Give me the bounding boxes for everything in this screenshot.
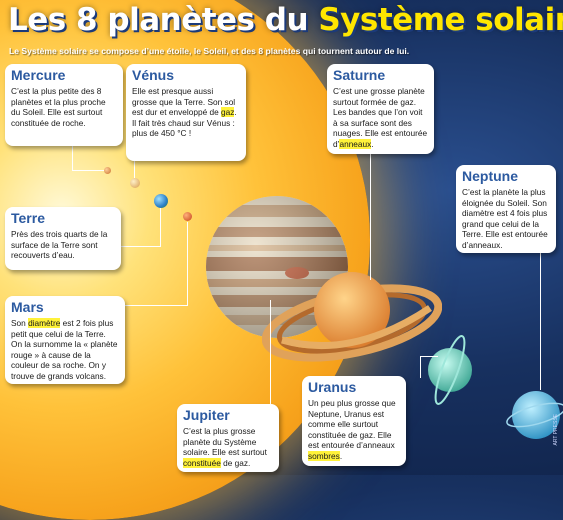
venus-connector	[134, 160, 135, 178]
uranus-text: Un peu plus grosse que Neptune, Uranus e…	[308, 398, 396, 461]
terre-card: Terre Près des trois quarts de la surfac…	[5, 207, 121, 270]
uranus-planet	[428, 335, 472, 405]
mars-text: Son diamètre est 2 fois plus petit que c…	[11, 318, 118, 381]
venus-planet	[130, 178, 140, 188]
saturne-connector	[370, 152, 371, 280]
saturne-name: Saturne	[333, 67, 386, 83]
mercure-connector	[72, 144, 73, 170]
venus-text: Elle est presque aussi grosse que la Ter…	[132, 86, 237, 139]
mars-name: Mars	[11, 299, 44, 315]
uranus-connector	[420, 356, 421, 378]
mercure-text: C’est la plus petite des 8 planètes et l…	[11, 86, 106, 128]
neptune-planet	[506, 391, 563, 439]
venus-name: Vénus	[132, 67, 175, 83]
jupiter-card: Jupiter C’est la plus grosse planète du …	[177, 404, 279, 472]
mars-connector-h	[124, 305, 188, 306]
page-title: Les 8 planètes du Système solaire	[8, 2, 563, 38]
neptune-connector	[540, 250, 541, 390]
neptune-name: Neptune	[462, 168, 518, 184]
mercury-planet	[104, 167, 111, 174]
mercure-card: Mercure C’est la plus petite des 8 planè…	[5, 64, 123, 146]
mars-card: Mars Son diamètre est 2 fois plus petit …	[5, 296, 125, 384]
uranus-card: Uranus Un peu plus grosse que Neptune, U…	[302, 376, 406, 466]
saturne-card: Saturne C’est une grosse planète surtout…	[327, 64, 434, 154]
terre-connector-h	[120, 246, 161, 247]
neptune-card: Neptune C’est la planète la plus éloigné…	[456, 165, 556, 253]
jupiter-connector	[270, 300, 271, 406]
credit-label: ART PRESSE	[553, 413, 559, 446]
venus-card: Vénus Elle est presque aussi grosse que …	[126, 64, 246, 161]
mars-connector	[187, 222, 188, 305]
uranus-connector-h	[420, 356, 438, 357]
mars-planet	[183, 212, 192, 221]
saturne-text: C’est une grosse planète surtout formée …	[333, 86, 428, 149]
terre-name: Terre	[11, 210, 45, 226]
page-subtitle: Le Système solaire se compose d’une étoi…	[9, 46, 410, 56]
saturn-planet	[262, 272, 442, 362]
mercure-name: Mercure	[11, 67, 66, 83]
mercure-connector-h	[72, 170, 104, 171]
terre-connector	[160, 208, 161, 246]
jupiter-name: Jupiter	[183, 407, 230, 423]
terre-text: Près des trois quarts de la surface de l…	[11, 229, 108, 261]
jupiter-text: C’est la plus grosse planète du Système …	[183, 426, 267, 468]
uranus-name: Uranus	[308, 379, 357, 395]
neptune-text: C’est la planète la plus éloignée du Sol…	[462, 187, 548, 250]
earth-planet	[154, 194, 168, 208]
